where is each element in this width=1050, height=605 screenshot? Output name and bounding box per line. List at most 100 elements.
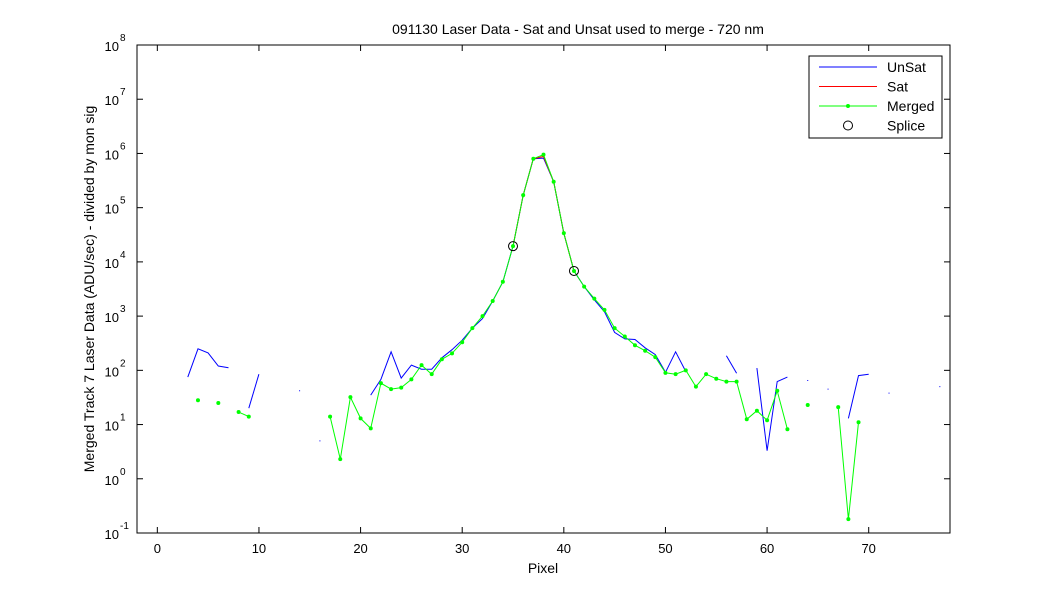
series-line-unsat (725, 355, 738, 374)
series-point-merged (775, 388, 780, 393)
series-point-merged (846, 517, 851, 522)
series-point-merged (836, 405, 841, 410)
series-point-merged (734, 379, 739, 384)
series-point-merged (592, 296, 597, 301)
series-line-unsat (847, 373, 869, 419)
y-tick-label: 10 (105, 147, 119, 162)
y-tick-exponent: 5 (120, 196, 126, 207)
y-tick-label: 10 (105, 310, 119, 325)
y-tick-exponent: 2 (120, 358, 126, 369)
legend-item-splice: Splice (843, 118, 925, 134)
series-point-merged (419, 363, 424, 368)
legend-item-unsat: UnSat (819, 59, 926, 75)
y-tick-label: 10 (105, 473, 119, 488)
series-point-merged (470, 326, 475, 331)
series-point-merged (653, 355, 658, 360)
y-tick-exponent: 7 (120, 87, 126, 98)
legend-label: Merged (887, 98, 934, 114)
y-axis-label: Merged Track 7 Laser Data (ADU/sec) - di… (81, 106, 97, 472)
y-tick-label: 10 (105, 419, 119, 434)
series-point-merged (236, 410, 241, 415)
series-point-merged (216, 400, 221, 405)
series-point-merged (429, 372, 434, 377)
series-point-merged (856, 420, 861, 425)
series-point-merged (551, 179, 556, 184)
x-tick-label: 30 (455, 541, 469, 556)
series-point-merged (693, 384, 698, 389)
y-tick-label: 10 (105, 39, 119, 54)
series-line-merged (329, 154, 788, 460)
legend-item-sat: Sat (819, 79, 908, 95)
legend-item-merged: Merged (819, 98, 934, 114)
y-tick-exponent: 0 (120, 467, 126, 478)
series-point-merged (571, 268, 576, 273)
series-point-merged (724, 379, 729, 384)
series-layer (187, 152, 941, 522)
series-point-merged (805, 402, 810, 407)
series-point-merged (785, 427, 790, 432)
y-tick-exponent: 4 (120, 250, 126, 261)
plot-frame (136, 44, 951, 534)
y-tick-exponent: 8 (120, 33, 126, 44)
series-point-merged (704, 372, 709, 377)
y-tick-exponent: -1 (120, 521, 129, 532)
series-point-merged (612, 326, 617, 331)
x-tick-label: 0 (154, 541, 161, 556)
series-point-merged (378, 381, 383, 386)
y-tick-label: 10 (105, 256, 119, 271)
axis-ticks: 0 10 20 30 40 50 60 7010-1100101102103104105106… (105, 33, 950, 556)
series-point-merged (663, 370, 668, 375)
series-point-merged (744, 417, 749, 422)
legend-label: Splice (887, 118, 925, 134)
series-point-merged (541, 152, 546, 157)
series-merged (195, 152, 861, 522)
y-tick-exponent: 6 (120, 141, 126, 152)
series-point-merged (328, 414, 333, 419)
legend: UnSat Sat Merged Splice (808, 55, 943, 139)
legend-swatch-marker (843, 120, 853, 131)
series-point-merged (490, 298, 495, 303)
series-point-merged (500, 279, 505, 284)
series-point-merged (683, 368, 688, 373)
series-point-merged (714, 376, 719, 381)
x-tick-label: 60 (760, 541, 774, 556)
series-point-merged (521, 193, 526, 198)
series-line-unsat (187, 348, 229, 378)
y-tick-label: 10 (105, 202, 119, 217)
x-axis-label: Pixel (528, 560, 558, 576)
y-tick-label: 10 (105, 364, 119, 379)
series-point-merged (673, 372, 678, 377)
legend-swatch-marker (846, 104, 850, 108)
x-tick-label: 40 (557, 541, 571, 556)
series-point-merged (195, 398, 200, 403)
series-point-merged (561, 231, 566, 236)
series-point-merged (409, 377, 414, 382)
series-point-merged (450, 351, 455, 356)
series-point-merged (632, 343, 637, 348)
series-point-merged (754, 408, 759, 413)
series-point-merged (460, 340, 465, 345)
splice-marker (508, 241, 519, 252)
series-point-merged (348, 395, 353, 400)
series-point-merged (511, 244, 516, 249)
series-point-merged (368, 426, 373, 431)
series-splice (508, 241, 579, 276)
legend-box (808, 55, 943, 139)
legend-label: UnSat (887, 59, 926, 75)
x-tick-label: 10 (252, 541, 266, 556)
series-point-merged (389, 387, 394, 392)
series-point-merged (643, 348, 648, 353)
splice-marker (568, 265, 579, 276)
series-point-merged (246, 414, 251, 419)
y-tick-label: 10 (105, 93, 119, 108)
series-point-merged (399, 385, 404, 390)
series-line-unsat (756, 368, 788, 451)
y-tick-exponent: 3 (120, 304, 126, 315)
series-point-merged (765, 418, 770, 423)
y-tick-label: 10 (105, 527, 119, 542)
series-point-merged (622, 334, 627, 339)
series-point-merged (358, 416, 363, 421)
series-point-merged (582, 284, 587, 289)
x-tick-label: 70 (861, 541, 875, 556)
